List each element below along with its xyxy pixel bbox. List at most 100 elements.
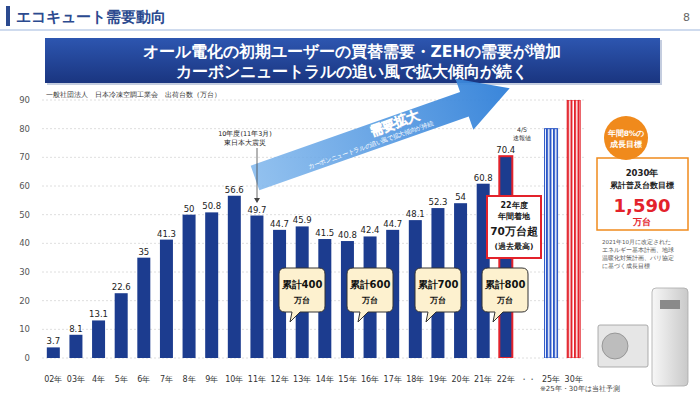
cumulative-unit: 万台 (429, 296, 446, 305)
data-label: 40.8 (338, 230, 357, 240)
cumulative-bubble (482, 268, 528, 322)
trend-text: カーボンニュートラルの追い風で拡大傾向が持続 (307, 119, 434, 169)
data-label: 48.1 (406, 209, 425, 219)
y-tick-label: 70 (19, 152, 30, 162)
cumulative-bubble (415, 268, 461, 322)
growth-circle (604, 116, 648, 160)
cumulative-unit: 万台 (496, 296, 513, 305)
data-label: 35 (138, 247, 149, 257)
record-box (487, 196, 541, 258)
data-label: 54 (455, 192, 466, 202)
product-illustration (598, 288, 688, 386)
data-label: 50.8 (202, 201, 221, 211)
x-tick-label: 20年 (451, 375, 469, 384)
headline: オール電化の初期ユーザーの買替需要・ZEHの需要が増加 (143, 42, 562, 61)
x-tick-label: ・・ (520, 375, 536, 384)
y-tick-label: 10 (19, 324, 30, 334)
bar (545, 129, 558, 358)
side-note: に基づく成長目標 (602, 263, 650, 270)
y-tick-label: 50 (19, 210, 30, 220)
x-tick-label: 14年 (316, 375, 334, 384)
record-text: 22年度 (500, 200, 527, 210)
x-tick-label: 25年 (542, 375, 560, 384)
target-box (597, 158, 688, 230)
y-tick-label: 20 (19, 296, 30, 306)
quake-pointer-head (254, 198, 260, 203)
heat-pump-unit (598, 325, 648, 367)
data-label: 70.4 (496, 145, 515, 155)
data-label: 44.7 (383, 219, 402, 229)
x-tick-label: 12年 (270, 375, 288, 384)
heat-pump-fan (602, 333, 628, 359)
x-tick-label: 10年 (225, 375, 243, 384)
header-rule (0, 30, 700, 31)
x-tick-label: 30年 (565, 375, 583, 384)
bar (47, 347, 60, 358)
quake-note: 10年度(11年3月) (218, 130, 272, 138)
grid-line (42, 128, 585, 129)
data-label: 44.7 (270, 219, 289, 229)
x-tick-label: 17年 (384, 375, 402, 384)
quake-pointer (257, 148, 258, 199)
record-text: 年間着地 (497, 211, 531, 221)
x-tick-label: 11年 (248, 375, 266, 384)
data-label: 49.7 (247, 205, 266, 215)
bar (160, 240, 173, 358)
side-note: 温暖化対策計画、パリ協定 (602, 254, 674, 261)
data-label: 41.5 (315, 228, 334, 238)
y-tick-label: 90 (19, 95, 30, 105)
cumulative-bubble (279, 268, 325, 322)
cumulative-value: 累計700 (417, 279, 459, 290)
data-label: 3.7 (47, 336, 61, 346)
data-label: 50 (184, 204, 195, 214)
tank-unit (652, 288, 688, 386)
y-tick-label: 60 (19, 181, 30, 191)
cumulative-value: 累計400 (281, 279, 323, 290)
preliminary-note: 4/5 (517, 126, 527, 133)
growth-text: 年間8%の (607, 129, 645, 138)
data-label: 41.3 (157, 229, 176, 239)
x-tick-label: 15年 (338, 375, 356, 384)
x-tick-label: 7年 (160, 375, 173, 384)
y-tick-label: 30 (19, 267, 30, 277)
x-tick-label: 16年 (361, 375, 379, 384)
bar (115, 293, 128, 358)
target-text: 2030年 (626, 168, 659, 178)
bar (567, 100, 580, 358)
page-title: エコキュート需要動向 (16, 8, 166, 26)
x-tick-label: 5年 (115, 375, 128, 384)
target-text: 累計普及台数目標 (609, 180, 674, 190)
data-label: 42.4 (361, 225, 380, 235)
background (0, 0, 700, 394)
cumulative-bubble (347, 268, 393, 322)
data-label: 45.9 (293, 215, 312, 225)
cumulative-unit: 万台 (293, 296, 310, 305)
bars (47, 100, 580, 358)
grid-line (42, 100, 585, 101)
record-text: (過去最高) (495, 241, 534, 251)
target-text: 万台 (632, 217, 651, 227)
x-tick-label: 22年 (497, 375, 515, 384)
x-tick-label: 6年 (137, 375, 150, 384)
quake-note: 東日本大震災 (224, 139, 266, 147)
x-tick-label: 4年 (92, 375, 105, 384)
side-note: エネルギー基本計画、地球 (602, 247, 674, 253)
preliminary-note: 速報値 (513, 134, 531, 141)
footnote: ※25年・30年は当社予測 (540, 385, 620, 393)
record-text: 70万台超 (490, 225, 538, 237)
banner (45, 38, 660, 83)
x-tick-label: 18年 (406, 375, 424, 384)
bar (250, 216, 263, 358)
arrow-shape (246, 63, 519, 204)
cumulative-unit: 万台 (361, 296, 378, 305)
y-tick-label: 0 (25, 353, 30, 363)
y-tick-label: 40 (19, 238, 30, 248)
data-label: 52.3 (428, 197, 447, 207)
bar (228, 196, 241, 358)
x-tick-label: 21年 (474, 375, 492, 384)
tank-panel (660, 300, 680, 309)
x-tick-label: 02年 (44, 375, 62, 384)
page-number: 8 (683, 11, 690, 24)
data-label: 60.8 (474, 173, 493, 183)
data-label: 8.1 (69, 324, 83, 334)
